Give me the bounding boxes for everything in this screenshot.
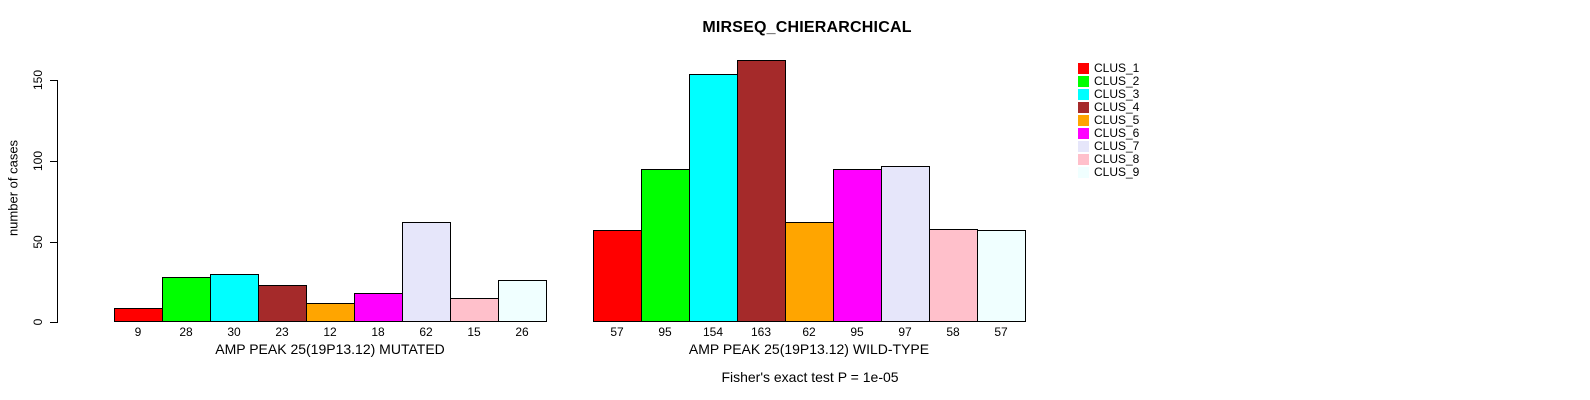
bar-value-label: 154	[702, 325, 724, 339]
y-axis-tick	[50, 80, 57, 81]
group-label-2: AMP PEAK 25(19P13.12) WILD-TYPE	[688, 341, 930, 357]
bar-clus_3-group1	[210, 274, 259, 322]
bar-value-label: 163	[750, 325, 772, 339]
y-axis-line	[57, 80, 58, 323]
bar-value-label: 9	[134, 325, 142, 339]
legend-swatch	[1078, 128, 1089, 139]
legend-swatch	[1078, 141, 1089, 152]
y-axis-tick-label: 150	[31, 69, 45, 91]
bar-value-label: 58	[946, 325, 960, 339]
legend-swatch	[1078, 102, 1089, 113]
bar-clus_2-group2	[641, 169, 690, 322]
bar-value-label: 62	[419, 325, 433, 339]
y-axis-tick	[50, 161, 57, 162]
legend-item: CLUS_6	[1078, 127, 1139, 140]
bar-value-label: 18	[371, 325, 385, 339]
legend-item: CLUS_1	[1078, 62, 1139, 75]
bar-value-label: 57	[610, 325, 624, 339]
legend-item: CLUS_7	[1078, 140, 1139, 153]
bar-value-label: 30	[227, 325, 241, 339]
group-label-1: AMP PEAK 25(19P13.12) MUTATED	[215, 341, 445, 357]
legend-label: CLUS_5	[1094, 113, 1140, 127]
legend-label: CLUS_3	[1094, 87, 1140, 101]
bar-value-label: 23	[275, 325, 289, 339]
y-axis-tick	[50, 242, 57, 243]
bar-value-label: 97	[898, 325, 912, 339]
y-axis-tick-label: 50	[31, 235, 45, 249]
legend-label: CLUS_1	[1094, 61, 1140, 75]
bar-clus_6-group2	[833, 169, 882, 322]
legend-label: CLUS_7	[1094, 139, 1140, 153]
legend-swatch	[1078, 167, 1089, 178]
annotation-text: Fisher's exact test P = 1e-05	[721, 369, 899, 385]
bar-value-label: 26	[515, 325, 529, 339]
bar-clus_4-group2	[737, 60, 786, 322]
legend-label: CLUS_6	[1094, 126, 1140, 140]
bar-value-label: 28	[179, 325, 193, 339]
bar-clus_6-group1	[354, 293, 403, 322]
bar-value-label: 57	[994, 325, 1008, 339]
bar-clus_8-group2	[929, 229, 978, 322]
bar-clus_1-group1	[114, 308, 163, 322]
bar-clus_7-group1	[402, 222, 451, 322]
bar-clus_1-group2	[593, 230, 642, 322]
bar-value-label: 15	[467, 325, 481, 339]
legend-swatch	[1078, 89, 1089, 100]
legend-label: CLUS_8	[1094, 152, 1140, 166]
y-axis-tick-label: 100	[31, 150, 45, 172]
bar-clus_9-group1	[498, 280, 547, 322]
chart-title: MIRSEQ_CHIERARCHICAL	[702, 19, 912, 36]
bar-clus_5-group1	[306, 303, 355, 322]
bar-value-label: 12	[323, 325, 337, 339]
legend-label: CLUS_2	[1094, 74, 1140, 88]
legend: CLUS_1 CLUS_2 CLUS_3 CLUS_4 CLUS_5 CLUS_6 CLUS…	[1078, 62, 1139, 179]
legend-swatch	[1078, 76, 1089, 87]
legend-item: CLUS_8	[1078, 153, 1139, 166]
y-axis-tick-label: 0	[31, 318, 45, 326]
bar-clus_5-group2	[785, 222, 834, 322]
bar-value-label: 95	[850, 325, 864, 339]
legend-item: CLUS_9	[1078, 166, 1139, 179]
bar-clus_9-group2	[977, 230, 1026, 322]
bar-clus_7-group2	[881, 166, 930, 322]
legend-item: CLUS_3	[1078, 88, 1139, 101]
legend-item: CLUS_4	[1078, 101, 1139, 114]
legend-item: CLUS_5	[1078, 114, 1139, 127]
bar-value-label: 62	[802, 325, 816, 339]
bar-clus_8-group1	[450, 298, 499, 322]
legend-swatch	[1078, 154, 1089, 165]
legend-label: CLUS_4	[1094, 100, 1140, 114]
legend-swatch	[1078, 63, 1089, 74]
bar-clus_4-group1	[258, 285, 307, 322]
bar-clus_2-group1	[162, 277, 211, 322]
y-axis-label: number of cases	[5, 139, 21, 237]
legend-swatch	[1078, 115, 1089, 126]
y-axis-tick	[50, 322, 57, 323]
bar-clus_3-group2	[689, 74, 738, 322]
bar-value-label: 95	[658, 325, 672, 339]
legend-item: CLUS_2	[1078, 75, 1139, 88]
legend-label: CLUS_9	[1094, 165, 1140, 179]
